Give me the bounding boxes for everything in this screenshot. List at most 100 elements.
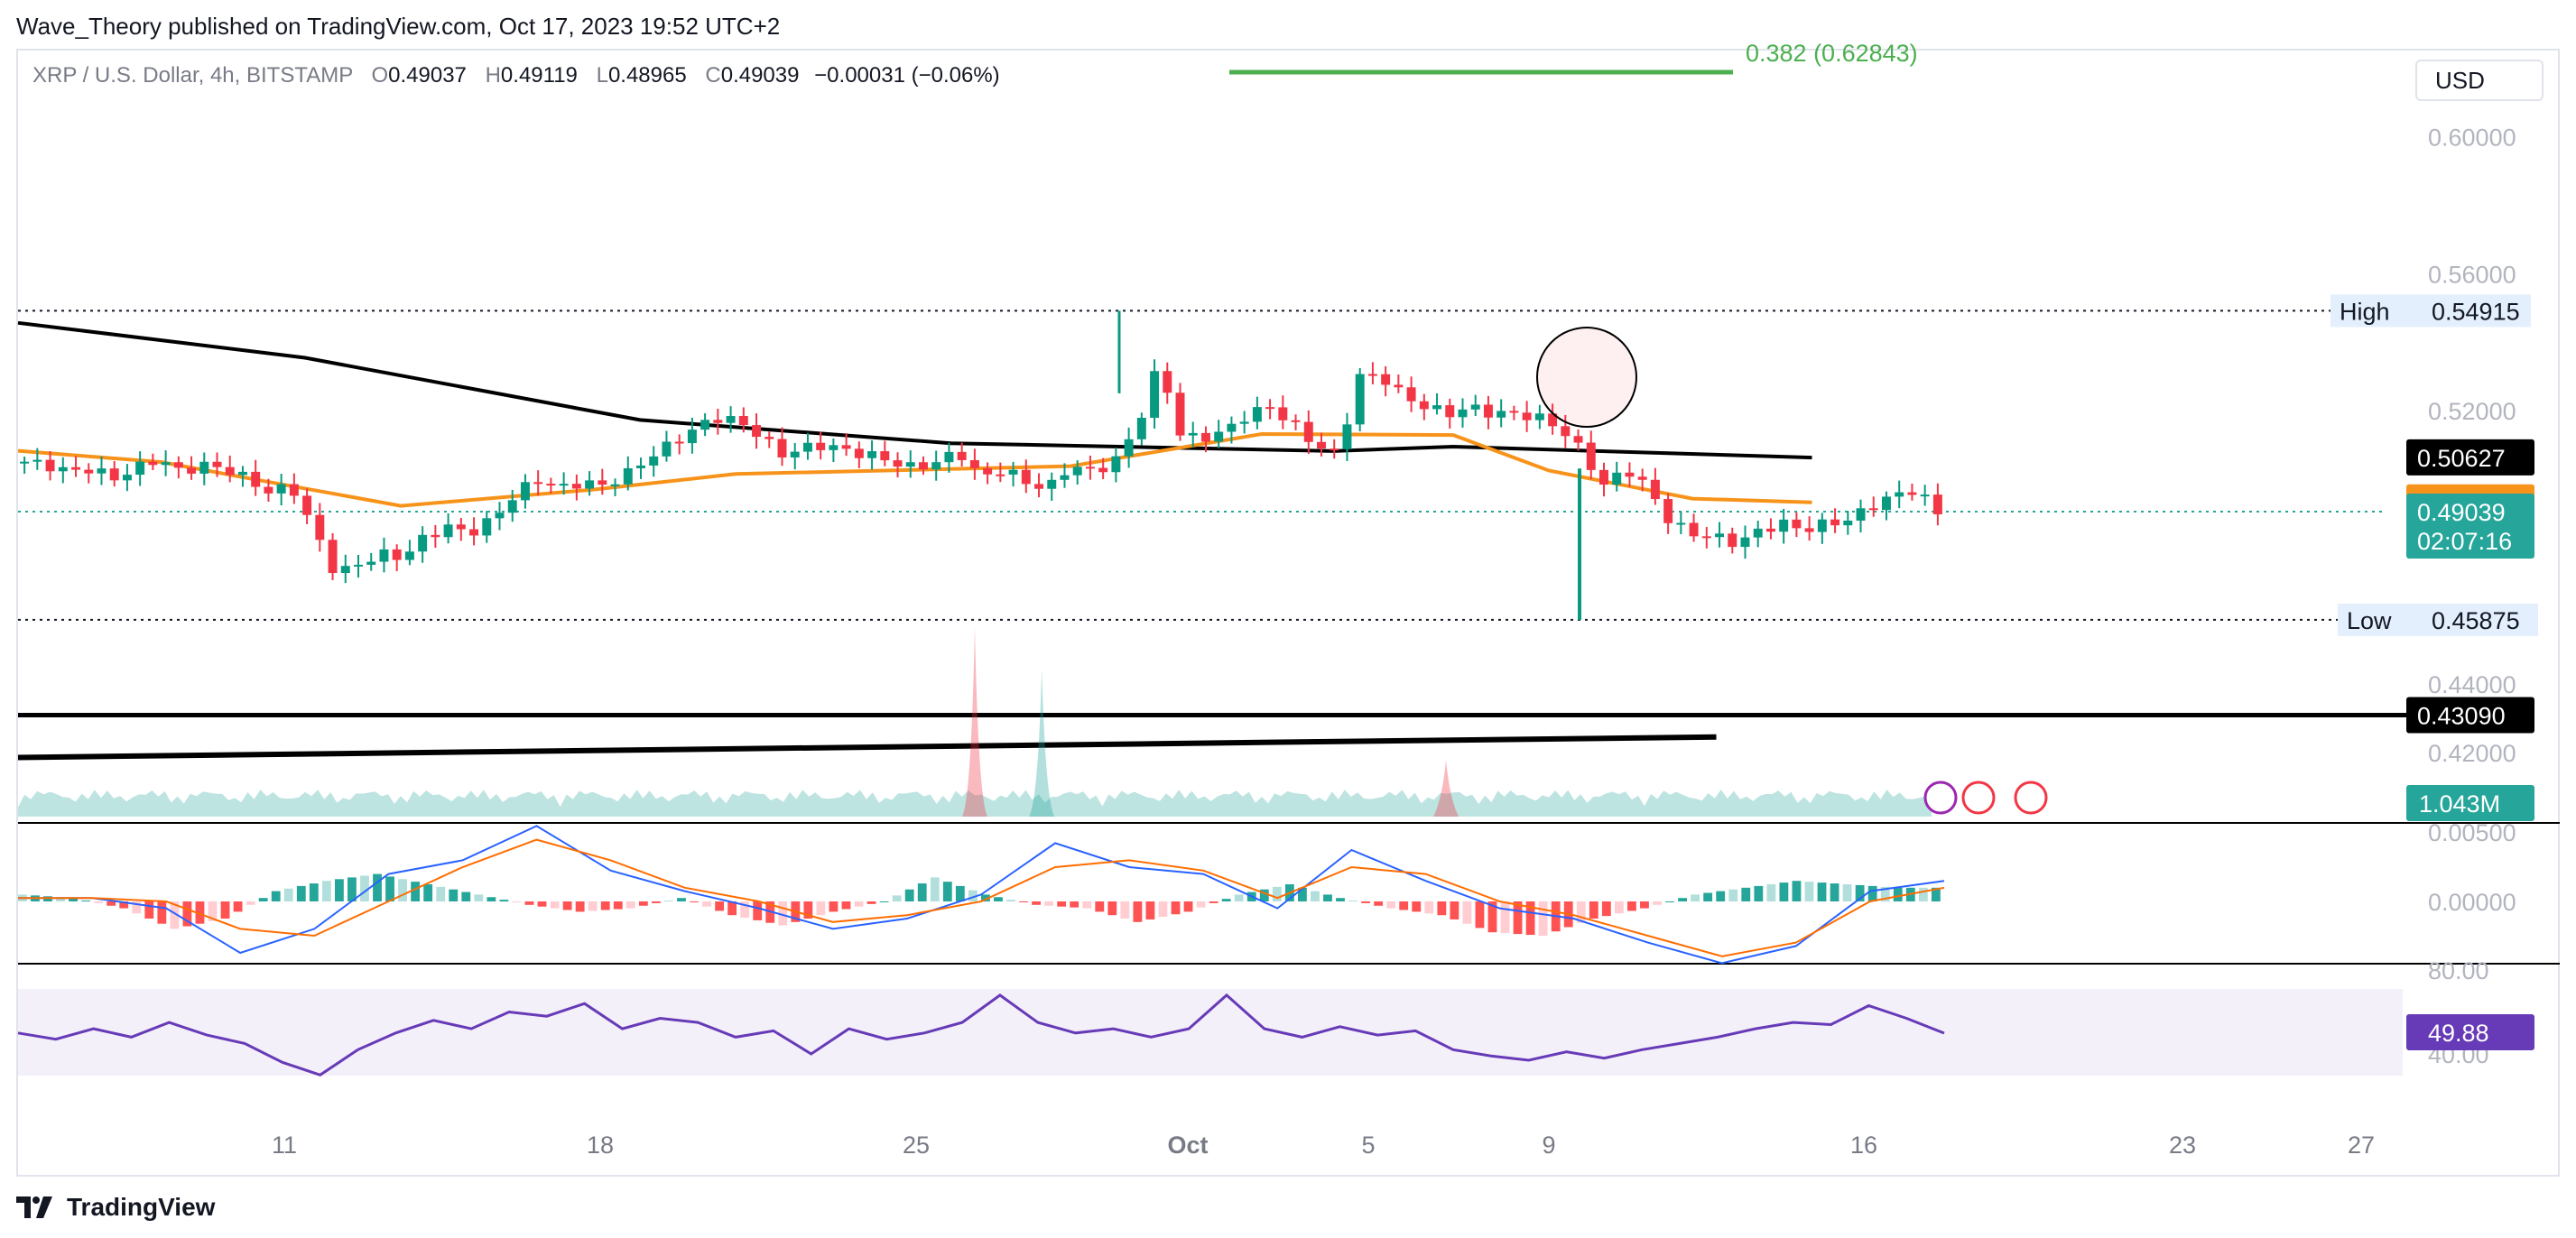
- date-tick: 5: [1361, 1132, 1375, 1159]
- candle-body: [1573, 436, 1583, 443]
- macd-histogram-bar: [981, 894, 990, 901]
- macd-histogram-bar: [1336, 898, 1345, 901]
- candle-body: [1650, 479, 1660, 500]
- candle-body: [1367, 374, 1377, 376]
- macd-histogram-bar: [1754, 885, 1764, 901]
- candle-body: [1663, 499, 1673, 523]
- high-label-value: 0.54915: [2432, 298, 2520, 325]
- macd-histogram-bar: [550, 901, 560, 909]
- macd-histogram-bar: [373, 873, 382, 901]
- macd-histogram-bar: [385, 876, 394, 901]
- macd-histogram-bar: [994, 897, 1003, 901]
- candle-body: [1637, 476, 1647, 480]
- macd-histogram-bar: [1830, 883, 1839, 901]
- candle-body: [854, 448, 864, 458]
- candle-body: [1419, 401, 1429, 410]
- candle-body: [1586, 442, 1596, 470]
- candle-body: [713, 420, 723, 423]
- low-label-text: Low: [2347, 607, 2392, 634]
- macd-histogram-bar: [1183, 901, 1193, 912]
- macd-histogram-bar: [486, 897, 496, 901]
- high-label-bg: [2330, 294, 2531, 328]
- macd-histogram-bar: [1082, 901, 1092, 909]
- lightning-icon: [1923, 781, 1958, 815]
- candle-body: [1765, 528, 1775, 532]
- publisher-caption: Wave_Theory published on TradingView.com…: [16, 13, 781, 40]
- macd-histogram-bar: [600, 901, 610, 910]
- macd-histogram-bar: [727, 901, 737, 916]
- candle-body: [418, 534, 428, 552]
- macd-histogram-bar: [1462, 901, 1472, 924]
- price-tick: 0.44000: [2428, 671, 2516, 698]
- us-flag-icon: [2014, 781, 2048, 815]
- macd-histogram-bar: [1019, 901, 1028, 902]
- macd-histogram-bar: [1931, 887, 1941, 901]
- candle-body: [790, 451, 800, 457]
- macd-histogram-bar: [930, 877, 940, 901]
- candle-body: [983, 467, 993, 475]
- candle-body: [752, 425, 762, 438]
- macd-histogram-bar: [144, 901, 154, 919]
- macd-histogram-bar: [740, 901, 750, 919]
- macd-histogram-bar: [1703, 892, 1713, 901]
- candle-body: [1072, 467, 1082, 476]
- candle-body: [1856, 508, 1866, 521]
- candle-body: [392, 549, 402, 560]
- macd-histogram-bar: [1817, 882, 1827, 901]
- date-tick: 11: [272, 1132, 297, 1159]
- macd-histogram-bar: [220, 901, 230, 919]
- macd-histogram-bar: [233, 901, 243, 912]
- macd-histogram-bar: [1576, 901, 1586, 923]
- candle-body: [354, 564, 363, 567]
- candle-body: [456, 524, 466, 530]
- candle-body: [802, 442, 812, 452]
- macd-histogram-bar: [449, 889, 459, 901]
- macd-histogram-bar: [1006, 900, 1015, 901]
- candle-body: [122, 475, 132, 481]
- candle-body: [161, 462, 171, 466]
- candle-body: [1265, 407, 1275, 410]
- macd-histogram-bar: [955, 885, 965, 901]
- macd-histogram-bar: [1057, 901, 1067, 907]
- low-value: 0.48965: [607, 63, 687, 88]
- macd-histogram-bar: [854, 901, 864, 907]
- currency-selector[interactable]: USD: [2415, 60, 2544, 101]
- rsi-tag-value: 49.88: [2428, 1020, 2489, 1047]
- macd-histogram-bar: [1107, 901, 1117, 916]
- macd-histogram-bar: [1272, 886, 1282, 901]
- candle-body: [1868, 508, 1878, 511]
- rsi-tick: 80.00: [2428, 957, 2489, 984]
- low-key: L: [596, 63, 608, 88]
- candle-body: [1432, 405, 1442, 410]
- candle-body: [58, 467, 68, 472]
- macd-histogram-bar: [879, 901, 889, 902]
- macd-histogram-bar: [1779, 882, 1789, 901]
- price-tick: 0.52000: [2428, 398, 2516, 425]
- price-tag-value: 0.43090: [2417, 702, 2506, 729]
- macd-histogram-bar: [309, 883, 319, 901]
- macd-histogram-bar: [1741, 887, 1751, 901]
- candle-body: [546, 484, 556, 486]
- candle-body: [1599, 469, 1608, 485]
- macd-histogram-bar: [1120, 901, 1130, 919]
- macd-histogram-bar: [107, 901, 116, 906]
- candle-body: [726, 416, 736, 423]
- candle-body: [1317, 441, 1326, 449]
- candle-body: [1381, 374, 1391, 385]
- macd-histogram-bar: [1133, 901, 1143, 922]
- brand-name: TradingView: [67, 1193, 216, 1221]
- candle-body: [199, 461, 209, 474]
- candle-body: [1342, 424, 1352, 449]
- candle-body: [1214, 431, 1224, 442]
- macd-histogram-bar: [436, 886, 446, 901]
- candle-body: [1920, 494, 1930, 497]
- rsi-line: [17, 993, 1945, 1076]
- macd-histogram-bar: [753, 901, 763, 920]
- date-tick: Oct: [1167, 1132, 1208, 1159]
- macd-histogram-bar: [208, 901, 218, 921]
- macd-histogram-bar: [1538, 901, 1548, 936]
- macd-histogram-bar: [575, 901, 585, 912]
- candle-body: [1200, 432, 1210, 442]
- macd-histogram-bar: [942, 882, 952, 901]
